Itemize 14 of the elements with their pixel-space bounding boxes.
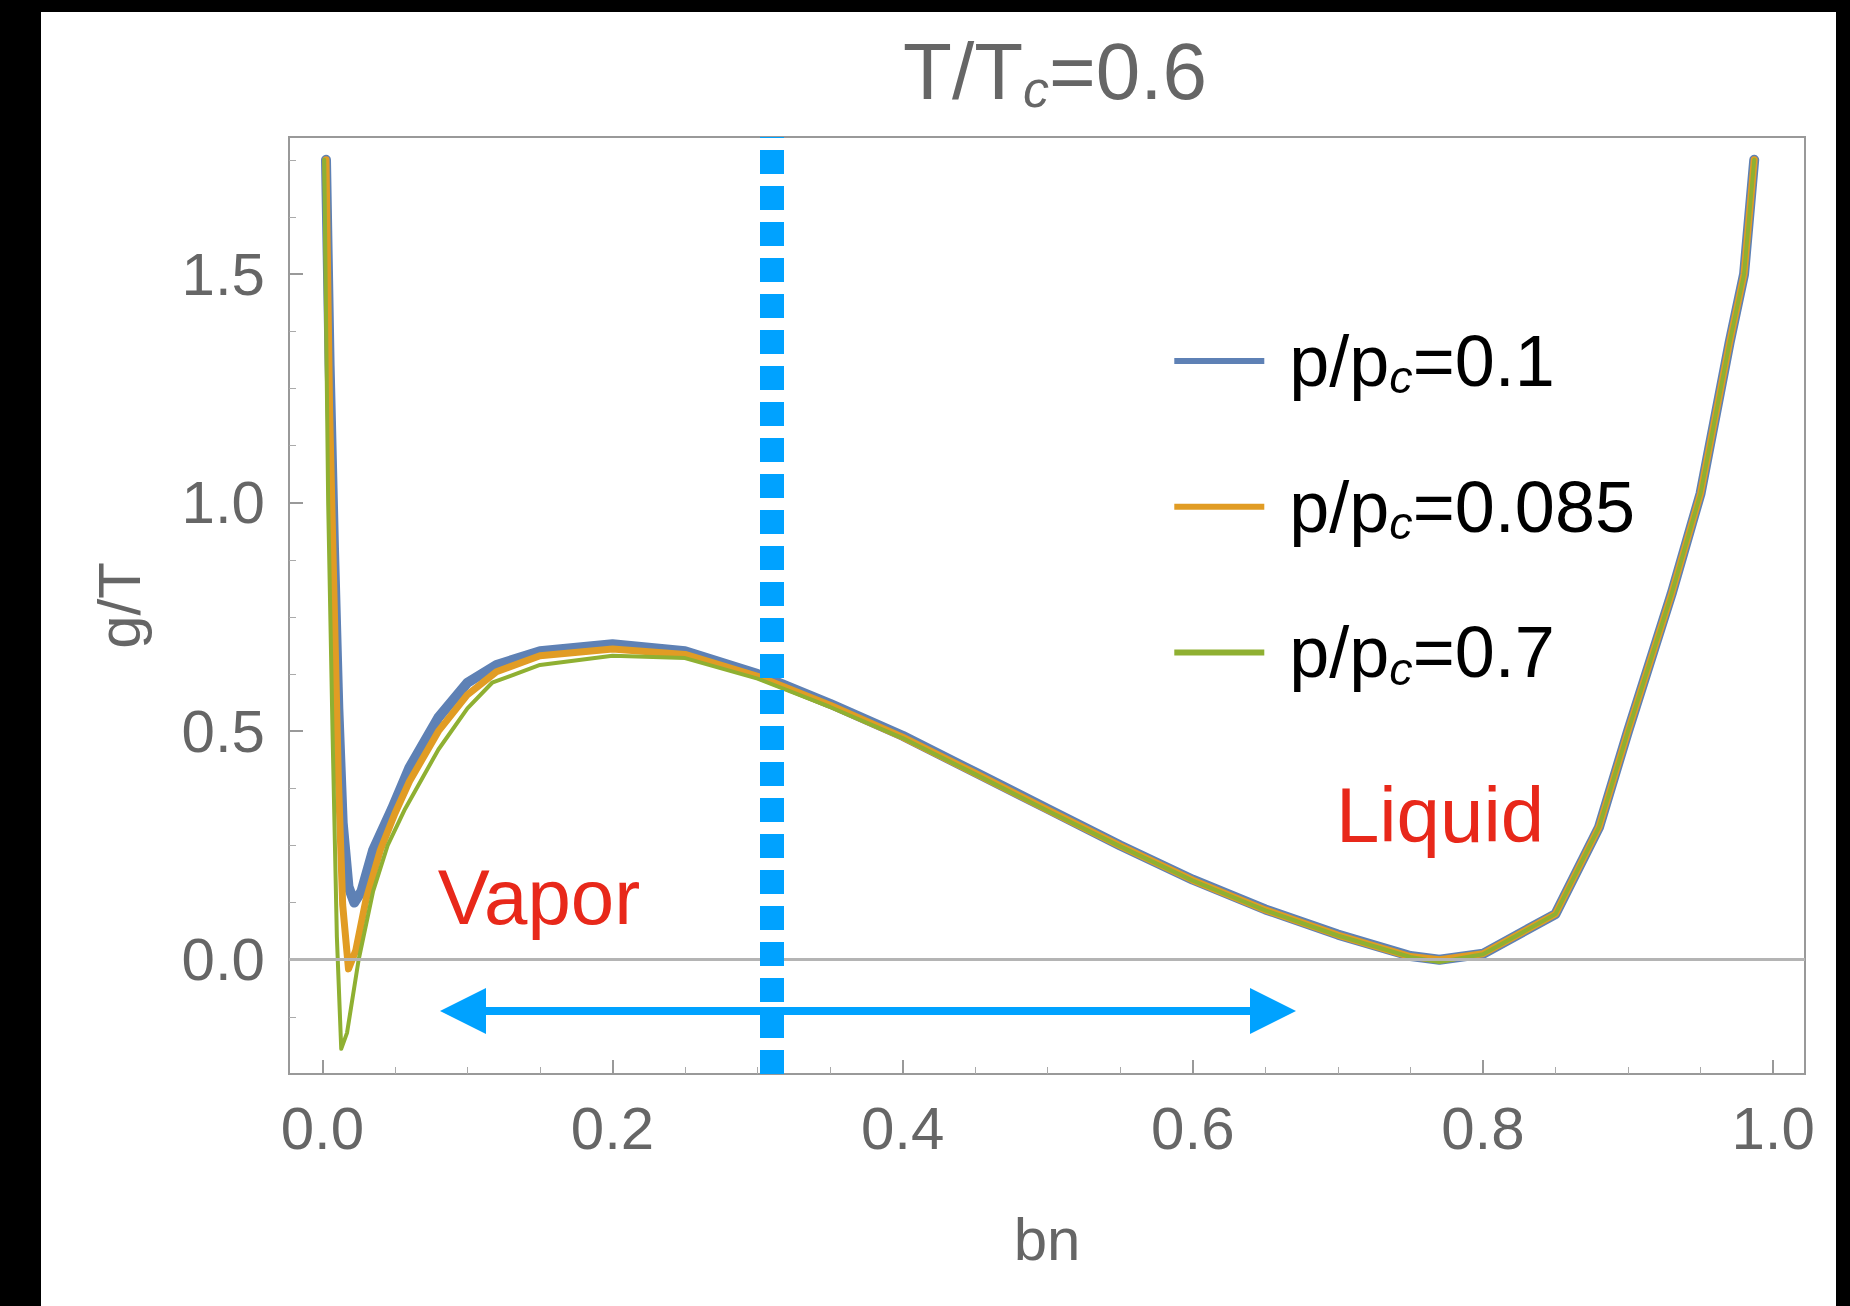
- y-tick-label: 0.5: [181, 697, 265, 765]
- x-tick-label: 1.0: [1731, 1094, 1815, 1162]
- x-tick-label: 0.6: [1151, 1094, 1235, 1162]
- x-tick-label: 0.8: [1441, 1094, 1525, 1162]
- y-axis-title: g/T: [85, 562, 153, 649]
- x-axis-title: bn: [1013, 1205, 1081, 1273]
- x-tick-label: 0.4: [860, 1094, 945, 1162]
- annotation: Liquid: [1335, 771, 1545, 859]
- x-tick-label: 0.0: [280, 1094, 365, 1162]
- y-tick-label: 1.5: [181, 240, 265, 308]
- y-tick-label: 0.0: [181, 926, 265, 994]
- x-tick-label: 0.2: [570, 1094, 655, 1162]
- annotation: Vapor: [437, 853, 641, 941]
- y-tick-label: 1.0: [181, 469, 265, 537]
